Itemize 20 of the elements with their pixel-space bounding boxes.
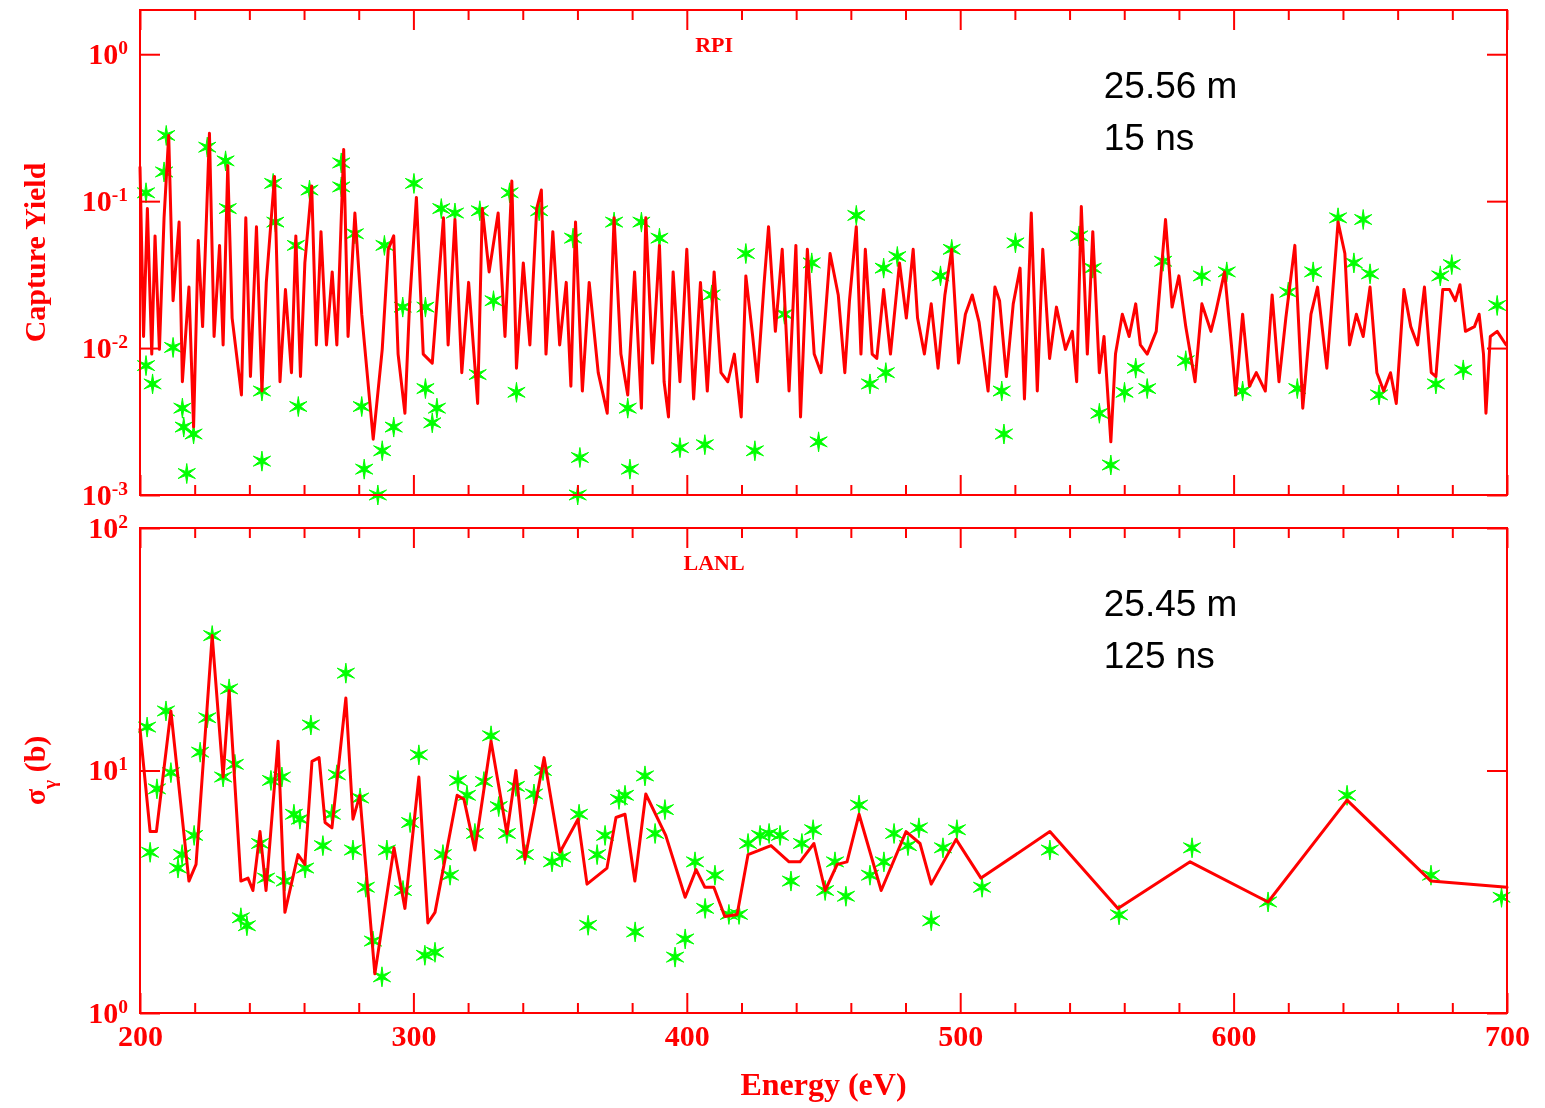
y-tick-label: 10$^{-2}$ (81, 330, 128, 364)
x-tick-label: 600 (1211, 1019, 1257, 1053)
annotation: 125 ns (1103, 635, 1215, 676)
y-tick-label: 10$^{0}$ (88, 36, 128, 70)
x-tick-label: 700 (1485, 1019, 1530, 1053)
y-axis-title: Capture Yield (18, 162, 51, 343)
y-tick-label: 10$^{-1}$ (81, 183, 128, 217)
y-tick-label: 10$^{2}$ (88, 510, 128, 544)
text: RPI (695, 32, 734, 57)
x-tick-label: 500 (938, 1019, 984, 1053)
y-tick-label: 10$^{-3}$ (81, 477, 129, 511)
x-tick-label: 200 (118, 1019, 163, 1053)
x-tick-label: 300 (391, 1019, 437, 1053)
x-axis-title: Energy (eV) (740, 1066, 907, 1102)
y-tick-label: 10$^{1}$ (88, 752, 128, 786)
x-tick-label: 400 (664, 1019, 710, 1053)
annotation: 25.45 m (1103, 583, 1238, 624)
annotation: 25.56 m (1103, 65, 1238, 106)
annotation: 15 ns (1103, 117, 1195, 158)
text: LANL (683, 550, 745, 575)
